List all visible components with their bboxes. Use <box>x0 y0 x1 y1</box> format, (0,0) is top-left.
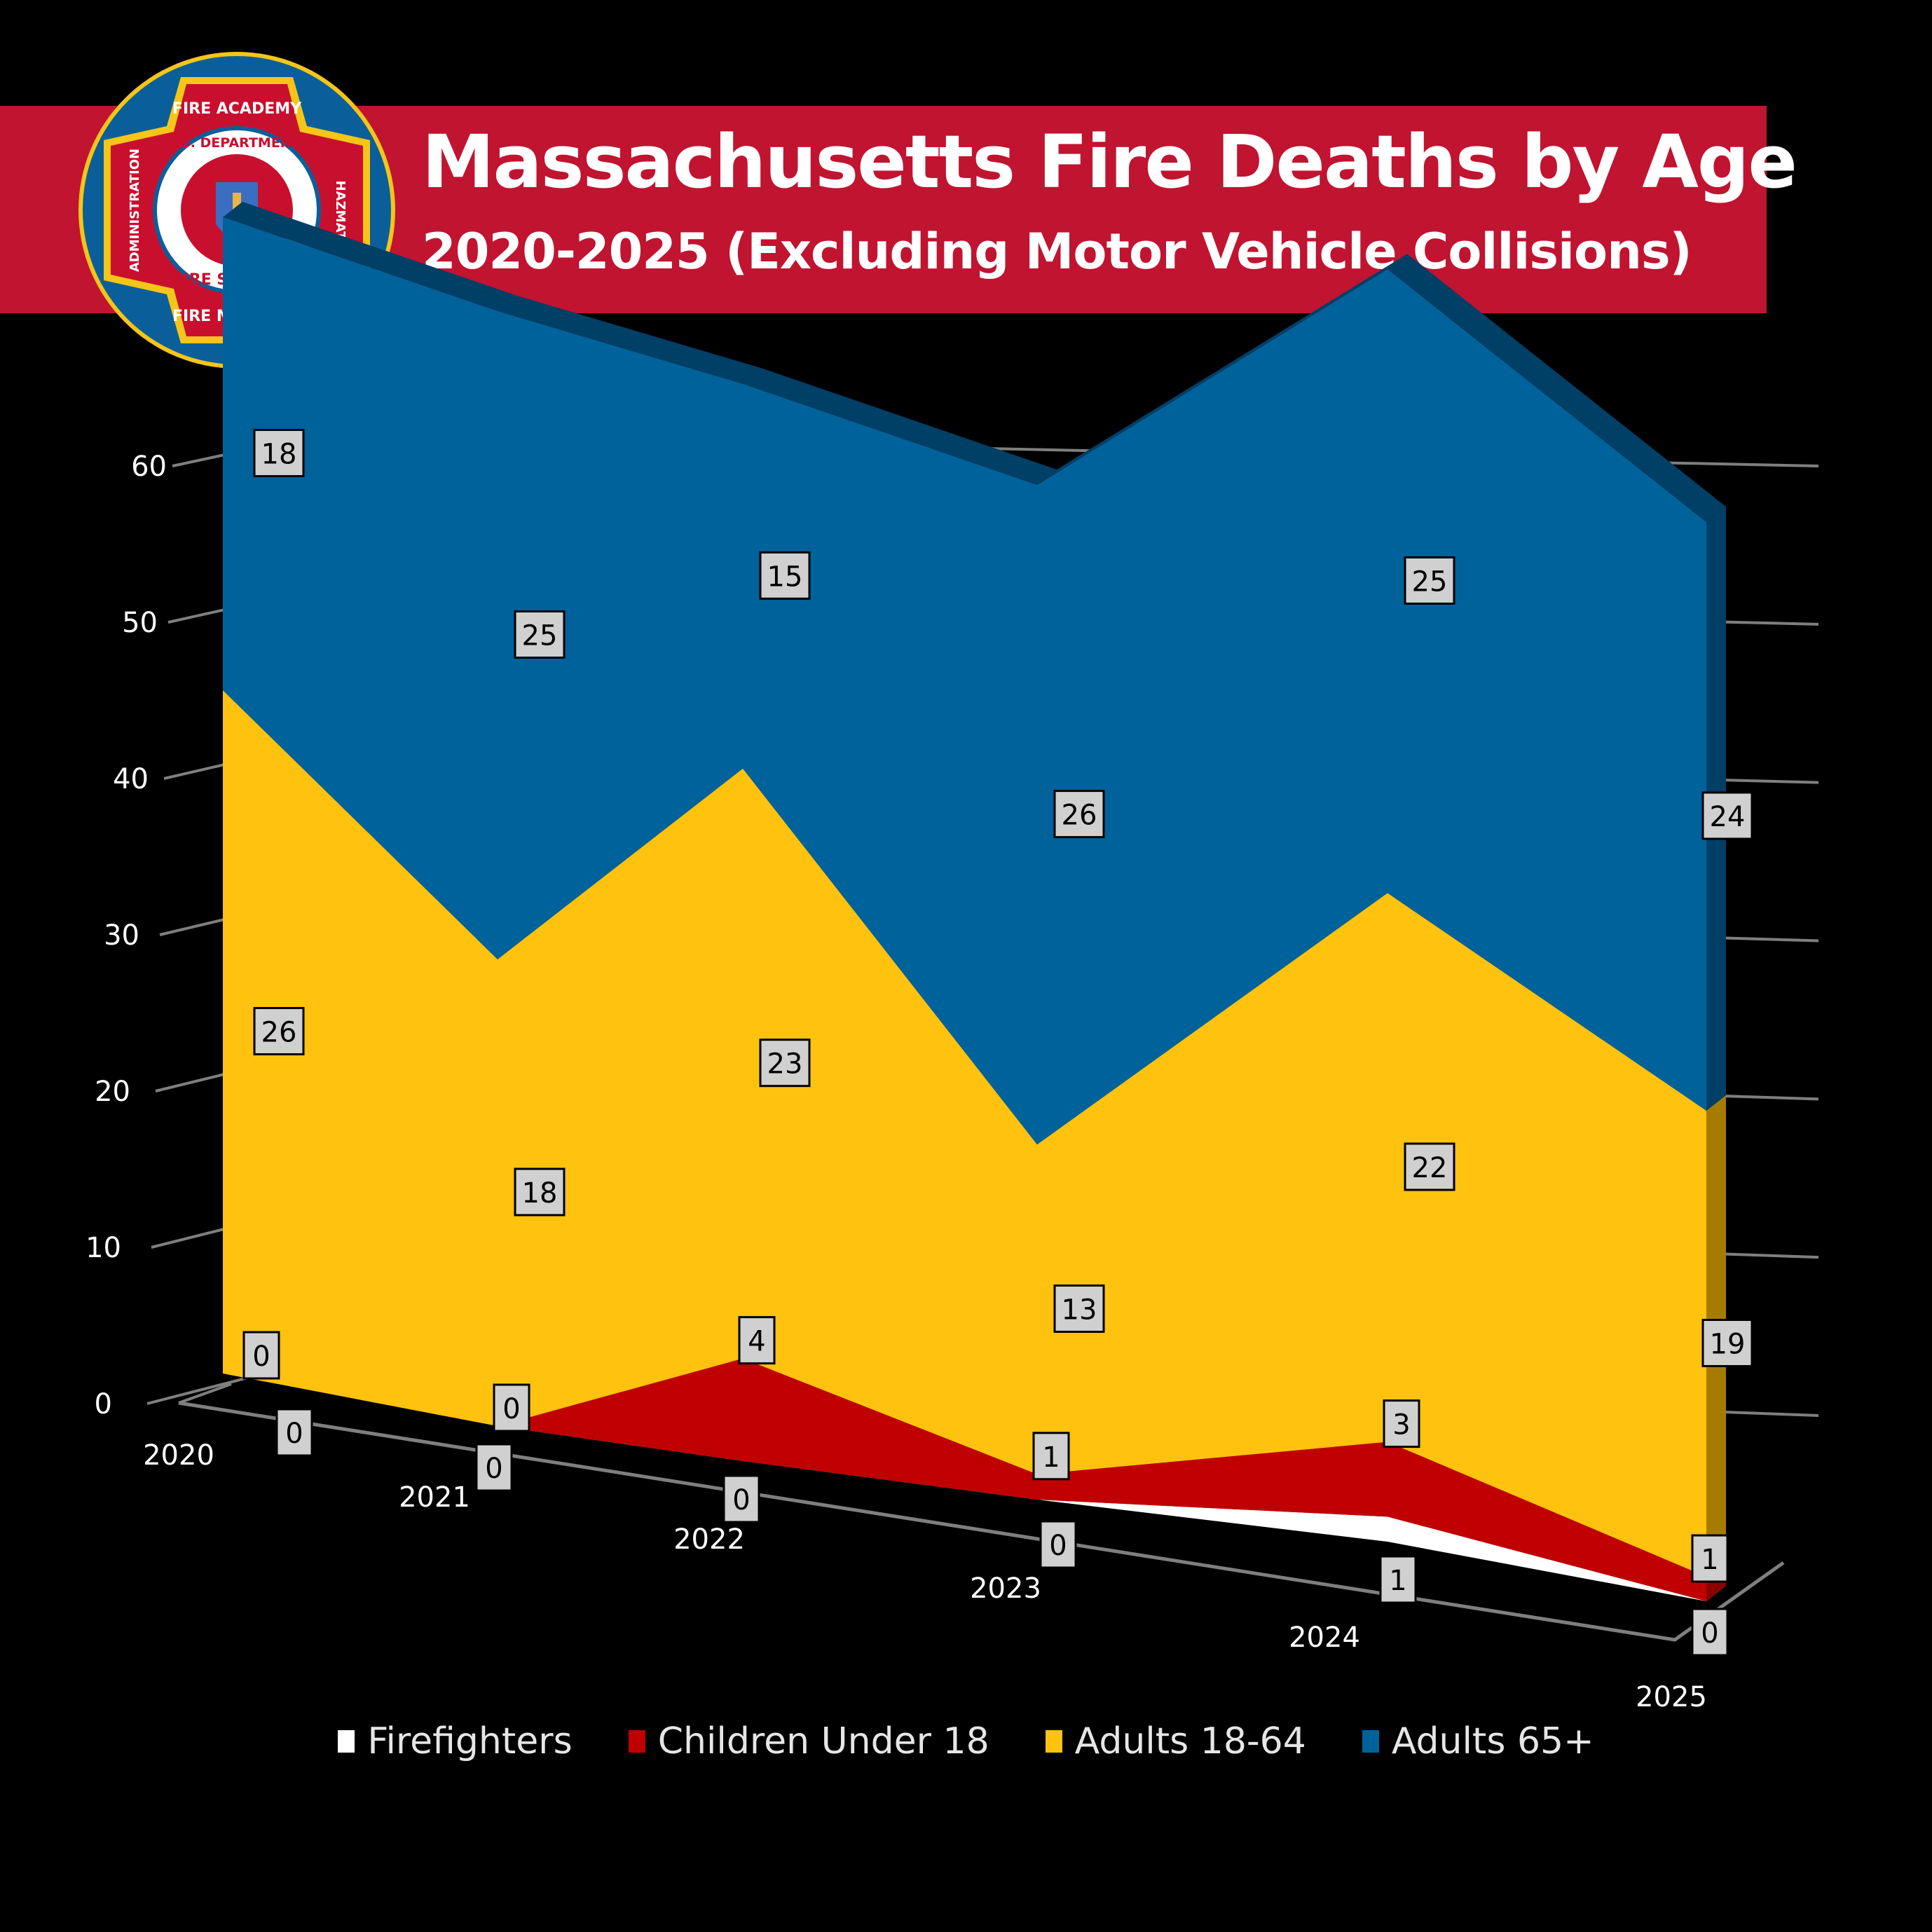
chart-title: Massachusetts Fire Deaths by Age <box>422 119 1797 205</box>
legend-item-adults-65[interactable]: Adults 65+ <box>1362 1720 1594 1762</box>
x-tick-label: 2023 <box>970 1573 1041 1605</box>
logo-inner-top: MASS. DEPARTMENT OF <box>149 135 326 151</box>
y-tick-label: 60 <box>131 451 167 483</box>
chart-subtitle: 2020-2025 (Excluding Motor Vehicle Colli… <box>422 223 1692 280</box>
series-areas <box>223 202 1726 1601</box>
x-axis-labels: 2020 2021 2022 2023 2024 2025 <box>143 1439 1707 1713</box>
legend-label: Children Under 18 <box>657 1720 989 1762</box>
y-tick-label: 0 <box>95 1388 112 1420</box>
data-label: 23 <box>767 1048 803 1081</box>
legend: Firefighters Children Under 18 Adults 18… <box>0 1720 1932 1762</box>
legend-swatch-red <box>628 1730 645 1753</box>
data-label-box <box>759 1039 811 1088</box>
data-label: 18 <box>522 1177 558 1210</box>
x-tick-label: 2025 <box>1636 1681 1707 1713</box>
y-tick-label: 20 <box>95 1076 130 1108</box>
data-label-box <box>514 610 566 659</box>
data-label: 1 <box>1042 1441 1060 1474</box>
area-adults-65- <box>223 217 1706 1145</box>
y-tick-label: 50 <box>122 607 158 639</box>
data-label: 0 <box>732 1484 750 1516</box>
x-tick-label: 2022 <box>673 1523 745 1556</box>
data-label-box <box>738 1316 776 1365</box>
legend-label: Firefighters <box>367 1720 573 1762</box>
legend-label: Adults 18-64 <box>1074 1720 1306 1762</box>
data-label-box <box>1053 790 1105 839</box>
x-tick-label: 2024 <box>1289 1622 1360 1654</box>
data-label: 22 <box>1412 1152 1448 1184</box>
data-label-box <box>1032 1432 1070 1481</box>
data-label: 0 <box>1049 1530 1067 1562</box>
y-axis-labels: 0 10 20 30 40 50 60 <box>85 451 167 1420</box>
data-label-box <box>1691 1534 1729 1583</box>
data-label: 15 <box>767 561 803 593</box>
data-label-box <box>1053 1284 1105 1333</box>
data-label: 0 <box>502 1393 520 1425</box>
data-label-box <box>1404 556 1455 605</box>
data-label: 24 <box>1710 801 1746 833</box>
data-label: 18 <box>261 439 297 471</box>
data-label-box <box>242 1331 280 1380</box>
data-label-box <box>514 1167 566 1217</box>
data-label: 13 <box>1062 1294 1097 1327</box>
area-children-under-18 <box>223 1358 1706 1601</box>
logo-text-left: ADMINISTRATION <box>128 149 142 272</box>
x-tick-label: 2021 <box>399 1481 470 1514</box>
area-top-face <box>223 202 1726 522</box>
data-label-box <box>1383 1399 1420 1448</box>
legend-label: Adults 65+ <box>1391 1720 1594 1762</box>
data-label-box <box>1691 1608 1729 1657</box>
y-tick-label: 10 <box>85 1232 121 1264</box>
y-tick-label: 40 <box>113 763 149 795</box>
x-tick-label: 2020 <box>143 1439 214 1472</box>
data-label-box <box>253 1007 305 1055</box>
data-label: 1 <box>1701 1544 1718 1576</box>
data-label-box <box>1039 1520 1077 1569</box>
logo-text-top: FIRE ACADEMY <box>172 100 302 118</box>
data-label: 0 <box>485 1453 502 1485</box>
x-axis <box>178 1383 1785 1642</box>
data-label-box <box>475 1443 513 1492</box>
data-label-box <box>722 1474 760 1523</box>
data-label-box <box>1404 1142 1455 1191</box>
data-label: 0 <box>252 1341 270 1373</box>
data-label-box <box>275 1408 313 1457</box>
legend-swatch-yellow <box>1045 1730 1062 1753</box>
data-label-box <box>1379 1555 1417 1604</box>
data-label: 26 <box>1062 800 1097 832</box>
data-label: 25 <box>522 620 558 652</box>
data-label: 25 <box>1412 566 1448 598</box>
data-label: 1 <box>1389 1565 1406 1597</box>
y-tick-label: 30 <box>104 919 139 952</box>
data-label: 0 <box>1701 1617 1718 1650</box>
legend-swatch-white <box>338 1730 355 1753</box>
data-label-box <box>493 1383 530 1432</box>
x-axis-line <box>178 1401 1785 1642</box>
legend-swatch-blue <box>1362 1730 1379 1753</box>
data-label-box <box>253 429 305 477</box>
logo-text-right: HAZMAT <box>333 181 348 240</box>
data-label: 26 <box>261 1017 297 1049</box>
data-label-box <box>1701 1319 1753 1367</box>
data-label: 0 <box>285 1418 303 1450</box>
legend-item-firefighters[interactable]: Firefighters <box>338 1720 573 1762</box>
legend-item-children[interactable]: Children Under 18 <box>628 1720 989 1762</box>
area-adults-18-64 <box>223 690 1706 1577</box>
data-label: 3 <box>1392 1409 1410 1441</box>
data-label: 4 <box>748 1326 765 1358</box>
data-label: 19 <box>1710 1329 1746 1361</box>
data-label-box <box>1701 791 1753 840</box>
data-label-box <box>759 551 811 600</box>
legend-item-adults-18-64[interactable]: Adults 18-64 <box>1045 1720 1306 1762</box>
